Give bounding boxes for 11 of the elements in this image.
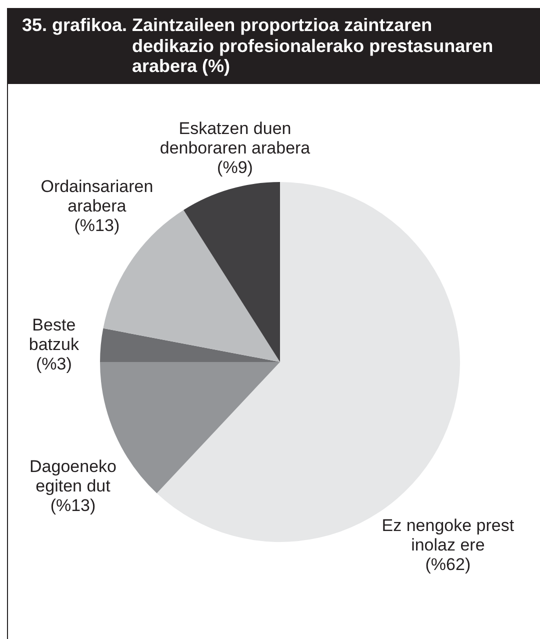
slice-label: Beste batzuk	[28, 315, 80, 354]
data-label: (%13)	[74, 216, 120, 236]
data-label: (%62)	[425, 554, 471, 574]
chart-title: 35. grafikoa. Zaintzaileen proportzioa zaintzaren dedikazio profesionalerako prestasunaren arabera (%)	[8, 8, 540, 84]
data-label: (%3)	[36, 354, 72, 374]
slice-label: Eskatzen duen denboraren arabera	[160, 119, 311, 158]
data-label: (%13)	[50, 496, 96, 516]
slice-label: Ordainsariaren arabera	[40, 177, 154, 216]
slice-label: Dagoeneko egiten dut	[30, 457, 116, 496]
data-label: (%9)	[217, 158, 253, 178]
slice-label: Ez nengoke prest inolaz ere	[382, 516, 514, 554]
